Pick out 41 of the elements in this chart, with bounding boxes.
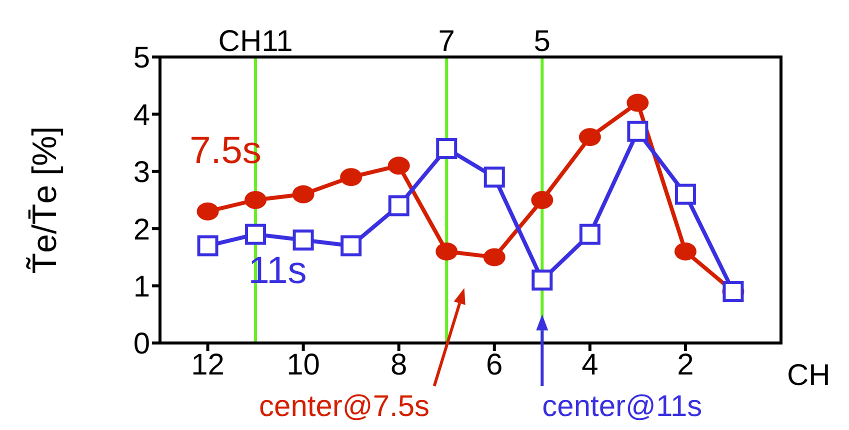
point [388,156,410,175]
ref-line-label: 7 [438,25,455,58]
point [244,191,267,209]
text: center@7.5s [259,390,430,423]
point [197,235,218,256]
ref-line-label: 5 [534,25,550,58]
x-tick-label: 2 [677,348,694,382]
y-tick-label: 5 [133,42,150,75]
x-tick-label: 10 [286,348,320,382]
point [483,248,506,266]
x-tick-label: 8 [390,348,408,382]
annotation: center@11s [542,390,702,423]
point [196,202,219,220]
point [579,224,600,245]
y-tick-label: 2 [133,213,150,246]
point [340,235,362,256]
point [484,166,505,188]
y-tick-label: 4 [133,98,150,132]
point [674,184,696,205]
x-tick-label: 4 [582,348,598,382]
point [532,270,553,291]
ref-line-label: CH11 [218,25,293,58]
point [531,191,554,209]
x-axis-title: CH [787,359,830,392]
point [292,185,314,204]
point [292,230,314,251]
x-tick-label: 12 [191,348,224,382]
point [388,195,410,216]
point [436,138,458,160]
y-tick-label: 1 [133,270,150,304]
point [627,120,648,142]
y-tick-label: 3 [133,156,150,190]
point [245,224,266,245]
y-axis-title: T̃e/T̄e [%] [25,126,64,274]
point [626,94,649,112]
point [578,128,601,146]
point [674,242,696,260]
y-tick-label: 0 [133,328,150,361]
point [436,242,458,260]
x-tick-label: 6 [486,348,503,382]
point [340,168,362,186]
